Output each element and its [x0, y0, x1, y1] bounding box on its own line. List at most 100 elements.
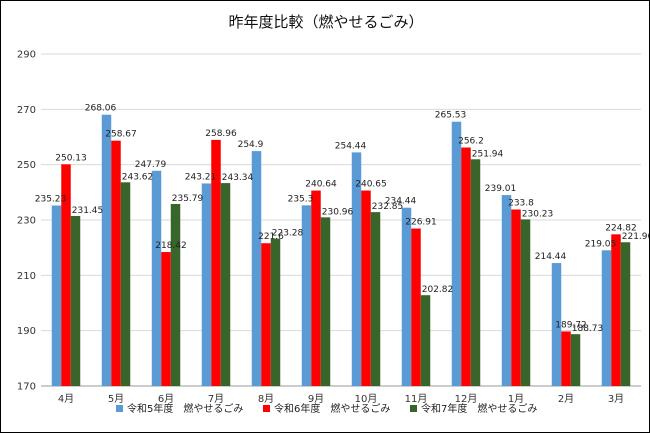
- bar: [51, 205, 62, 386]
- data-label: 258.67: [105, 130, 137, 140]
- bar: [211, 139, 221, 386]
- legend-swatch: [116, 405, 123, 412]
- data-label: 231.45: [72, 206, 104, 216]
- data-label: 254.44: [335, 141, 367, 151]
- data-label: 230.96: [322, 207, 354, 217]
- x-tick-label: 4月: [58, 393, 74, 405]
- bar: [161, 252, 171, 386]
- data-label: 233.8: [508, 198, 534, 208]
- data-label: 226.91: [405, 218, 437, 228]
- bar: [601, 250, 612, 386]
- bar: [270, 238, 281, 386]
- bar: [261, 243, 271, 386]
- data-label: 221.96: [622, 232, 649, 242]
- data-label: 219.05: [585, 239, 617, 249]
- bar: [61, 164, 71, 386]
- bar: [520, 219, 531, 386]
- bar: [311, 190, 321, 386]
- data-label: 218.42: [155, 241, 187, 251]
- bar: [461, 147, 471, 386]
- bar: [201, 183, 212, 386]
- bar: [470, 159, 481, 386]
- bar: [251, 151, 262, 386]
- data-label: 243.34: [222, 173, 254, 183]
- chart-title: 昨年度比較（燃やせるごみ）: [228, 13, 423, 31]
- y-tick-label: 250: [17, 160, 36, 171]
- bar: [101, 114, 112, 386]
- data-label: 251.94: [472, 149, 504, 159]
- x-tick-label: 12月: [455, 393, 478, 405]
- bar: [611, 234, 621, 386]
- data-label: 265.53: [435, 111, 467, 121]
- x-tick-label: 10月: [355, 393, 378, 405]
- data-label: 214.44: [535, 252, 567, 262]
- data-label: 235.23: [35, 195, 67, 205]
- bar: [351, 152, 362, 386]
- bar: [111, 140, 121, 386]
- bar: [70, 215, 81, 386]
- bar: [451, 121, 462, 387]
- data-label: 189.72: [555, 320, 587, 330]
- y-tick-label: 210: [17, 271, 36, 282]
- axis-layer: 170 190 210 230 250 270 290 4月 5月 6月 7月 8月 9月 10月 11月 1…: [17, 50, 624, 406]
- bar: [561, 331, 571, 386]
- bar: [151, 170, 162, 386]
- x-tick-label: 2月: [558, 393, 574, 405]
- legend-label: 令和5年度 燃やせるごみ: [127, 402, 243, 415]
- data-label: 234.44: [385, 197, 417, 207]
- x-tick-label: 8月: [258, 393, 274, 405]
- data-label: 221.6: [258, 232, 284, 242]
- y-tick-label: 170: [17, 382, 36, 393]
- bar: [551, 263, 562, 386]
- x-tick-label: 5月: [108, 393, 124, 405]
- data-label: 256.2: [458, 137, 484, 147]
- bar: [361, 190, 371, 386]
- legend-swatch: [263, 405, 270, 412]
- data-label: 232.85: [372, 202, 404, 212]
- x-tick-label: 1月: [508, 393, 524, 405]
- x-tick-label: 7月: [208, 393, 224, 405]
- legend: 令和5年度 燃やせるごみ 令和6年度 燃やせるごみ 令和7年度 燃やせるごみ: [116, 402, 537, 415]
- grid-layer: [41, 53, 641, 387]
- data-label: 223.28: [272, 229, 304, 239]
- bar: [370, 212, 381, 386]
- data-label: 268.06: [85, 104, 117, 114]
- data-label: 230.23: [522, 209, 554, 219]
- bar: [320, 217, 331, 386]
- data-label: 243.21: [185, 172, 217, 182]
- legend-label: 令和6年度 燃やせるごみ: [274, 402, 390, 415]
- bar: [511, 209, 521, 386]
- data-label: 202.82: [422, 285, 454, 295]
- data-label: 239.01: [485, 184, 517, 194]
- legend-swatch: [410, 405, 417, 412]
- data-label: 188.73: [572, 324, 604, 334]
- y-tick-label: 190: [17, 326, 36, 337]
- data-label: 250.13: [55, 153, 87, 163]
- legend-label: 令和7年度 燃やせるごみ: [421, 402, 537, 415]
- bar: [120, 182, 131, 386]
- bar: [620, 242, 631, 386]
- bar: [501, 195, 512, 386]
- y-tick-label: 270: [17, 105, 36, 116]
- y-tick-label: 290: [17, 50, 36, 61]
- bar: [170, 203, 181, 386]
- y-tick-label: 230: [17, 216, 36, 227]
- data-label: 258.96: [205, 129, 237, 139]
- bar: [301, 205, 312, 386]
- data-label: 247.79: [135, 160, 167, 170]
- data-label: 235.3: [288, 194, 314, 204]
- x-tick-label: 9月: [308, 393, 324, 405]
- x-tick-label: 6月: [158, 393, 174, 405]
- x-tick-label: 11月: [405, 393, 428, 405]
- bar: [411, 228, 421, 386]
- labels-layer: 235.23 268.06 247.79 243.21 254.9 235.3 254.44…: [35, 104, 649, 334]
- data-label: 235.79: [172, 194, 204, 204]
- bar: [220, 183, 231, 386]
- bar: [570, 334, 581, 386]
- data-label: 224.82: [605, 223, 637, 233]
- bars-layer: [51, 114, 631, 387]
- data-label: 243.62: [122, 172, 154, 182]
- data-label: 254.9: [238, 140, 264, 150]
